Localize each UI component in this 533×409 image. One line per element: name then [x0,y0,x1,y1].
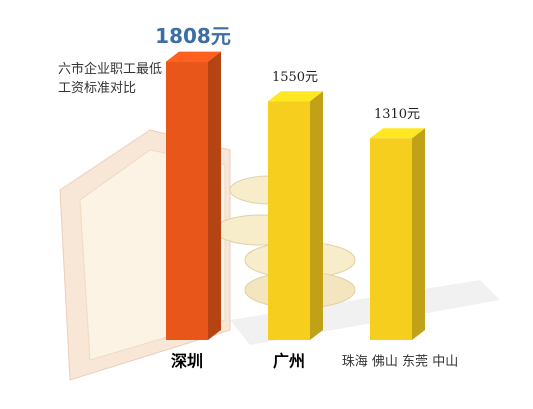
x-tick-label: 广州 [273,352,305,371]
bar-side [310,91,323,340]
bar-side [208,51,221,341]
x-tick-label: 珠海 佛山 东莞 中山 [342,355,458,370]
value-label: 1550元 [272,70,318,85]
value-label: 1808元 [155,24,231,48]
bar [370,138,412,340]
bar-top [166,51,221,62]
bar [166,61,208,341]
bar-side [412,128,425,340]
x-tick-label: 深圳 [171,352,203,371]
value-label: 1310元 [374,107,420,122]
bar-top [268,91,323,102]
bar [268,101,310,340]
chart-title: 六市企业职工最低工资标准对比 [58,62,163,96]
bar-top [370,128,425,139]
